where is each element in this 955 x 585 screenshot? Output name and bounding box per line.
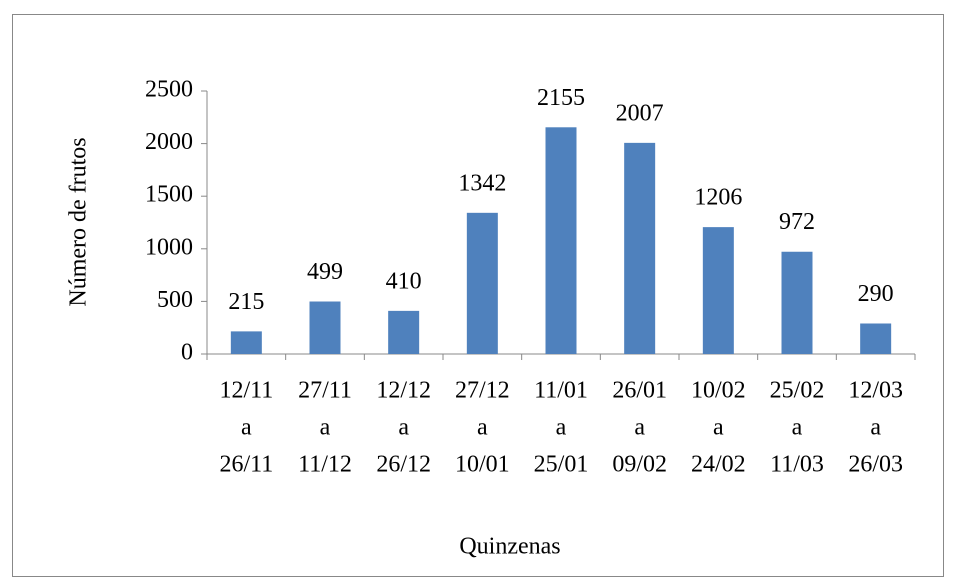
x-tick-label: 09/02 xyxy=(612,452,667,478)
data-label: 1206 xyxy=(694,185,742,211)
y-tick-label: 500 xyxy=(157,287,193,313)
data-label: 499 xyxy=(307,259,343,285)
x-tick-label: a xyxy=(320,415,331,441)
x-tick-label: 26/11 xyxy=(219,452,273,478)
x-tick-label: a xyxy=(477,415,488,441)
x-tick-label: a xyxy=(870,415,881,441)
y-tick-label: 0 xyxy=(181,340,193,366)
bar xyxy=(466,212,498,354)
y-tick-label: 1000 xyxy=(145,234,193,260)
x-tick-label: 11/12 xyxy=(298,452,352,478)
x-tick-label: 12/12 xyxy=(376,378,431,404)
bar xyxy=(230,331,262,354)
y-tick-label: 2500 xyxy=(145,77,193,103)
x-tick-label: 26/03 xyxy=(848,452,903,478)
x-tick-label: a xyxy=(792,415,803,441)
x-tick-label: 27/12 xyxy=(455,378,510,404)
bar xyxy=(624,142,656,354)
data-label: 1342 xyxy=(458,170,506,196)
x-tick-label: a xyxy=(713,415,724,441)
bar xyxy=(702,227,734,354)
y-tick-label: 1500 xyxy=(145,182,193,208)
data-label: 2155 xyxy=(537,85,585,111)
x-tick-label: 26/12 xyxy=(376,452,431,478)
bar xyxy=(860,323,892,354)
data-label: 972 xyxy=(779,209,815,235)
x-tick-label: 10/01 xyxy=(455,452,510,478)
x-tick-label: 26/01 xyxy=(612,378,667,404)
x-tick-label: 25/02 xyxy=(770,378,825,404)
x-tick-label: 11/01 xyxy=(534,378,588,404)
data-label: 410 xyxy=(386,268,422,294)
x-tick-label: 27/11 xyxy=(298,378,352,404)
bar xyxy=(545,127,577,354)
x-axis-label: Quinzenas xyxy=(459,534,560,560)
bar xyxy=(309,301,341,354)
y-axis-label: Número de frutos xyxy=(66,137,92,306)
x-tick-label: 11/03 xyxy=(770,452,824,478)
data-label: 290 xyxy=(858,281,894,307)
x-tick-label: 12/03 xyxy=(848,378,903,404)
x-tick-label: a xyxy=(634,415,645,441)
x-tick-label: a xyxy=(556,415,567,441)
data-label: 2007 xyxy=(616,100,664,126)
x-tick-label: a xyxy=(398,415,409,441)
x-tick-label: 10/02 xyxy=(691,378,746,404)
y-tick-label: 2000 xyxy=(145,129,193,155)
data-label: 215 xyxy=(228,289,264,315)
bar xyxy=(781,251,813,354)
bar xyxy=(388,310,420,354)
x-tick-label: 12/11 xyxy=(219,378,273,404)
x-tick-label: a xyxy=(241,415,252,441)
x-tick-label: 24/02 xyxy=(691,452,746,478)
x-tick-label: 25/01 xyxy=(534,452,589,478)
